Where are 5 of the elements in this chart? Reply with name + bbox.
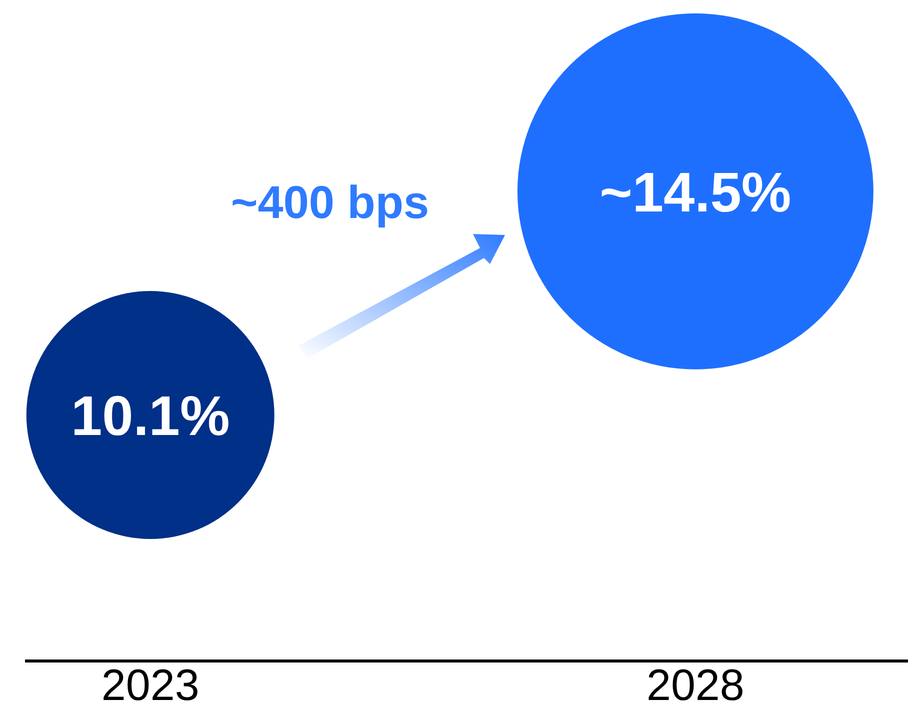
text: ~400 bps (230, 176, 430, 228)
category-label: 2028 (646, 661, 744, 710)
category-label: 2023 (101, 661, 200, 710)
data-label: ~14.5% (600, 160, 792, 224)
data-label: 10.1% (70, 384, 230, 447)
